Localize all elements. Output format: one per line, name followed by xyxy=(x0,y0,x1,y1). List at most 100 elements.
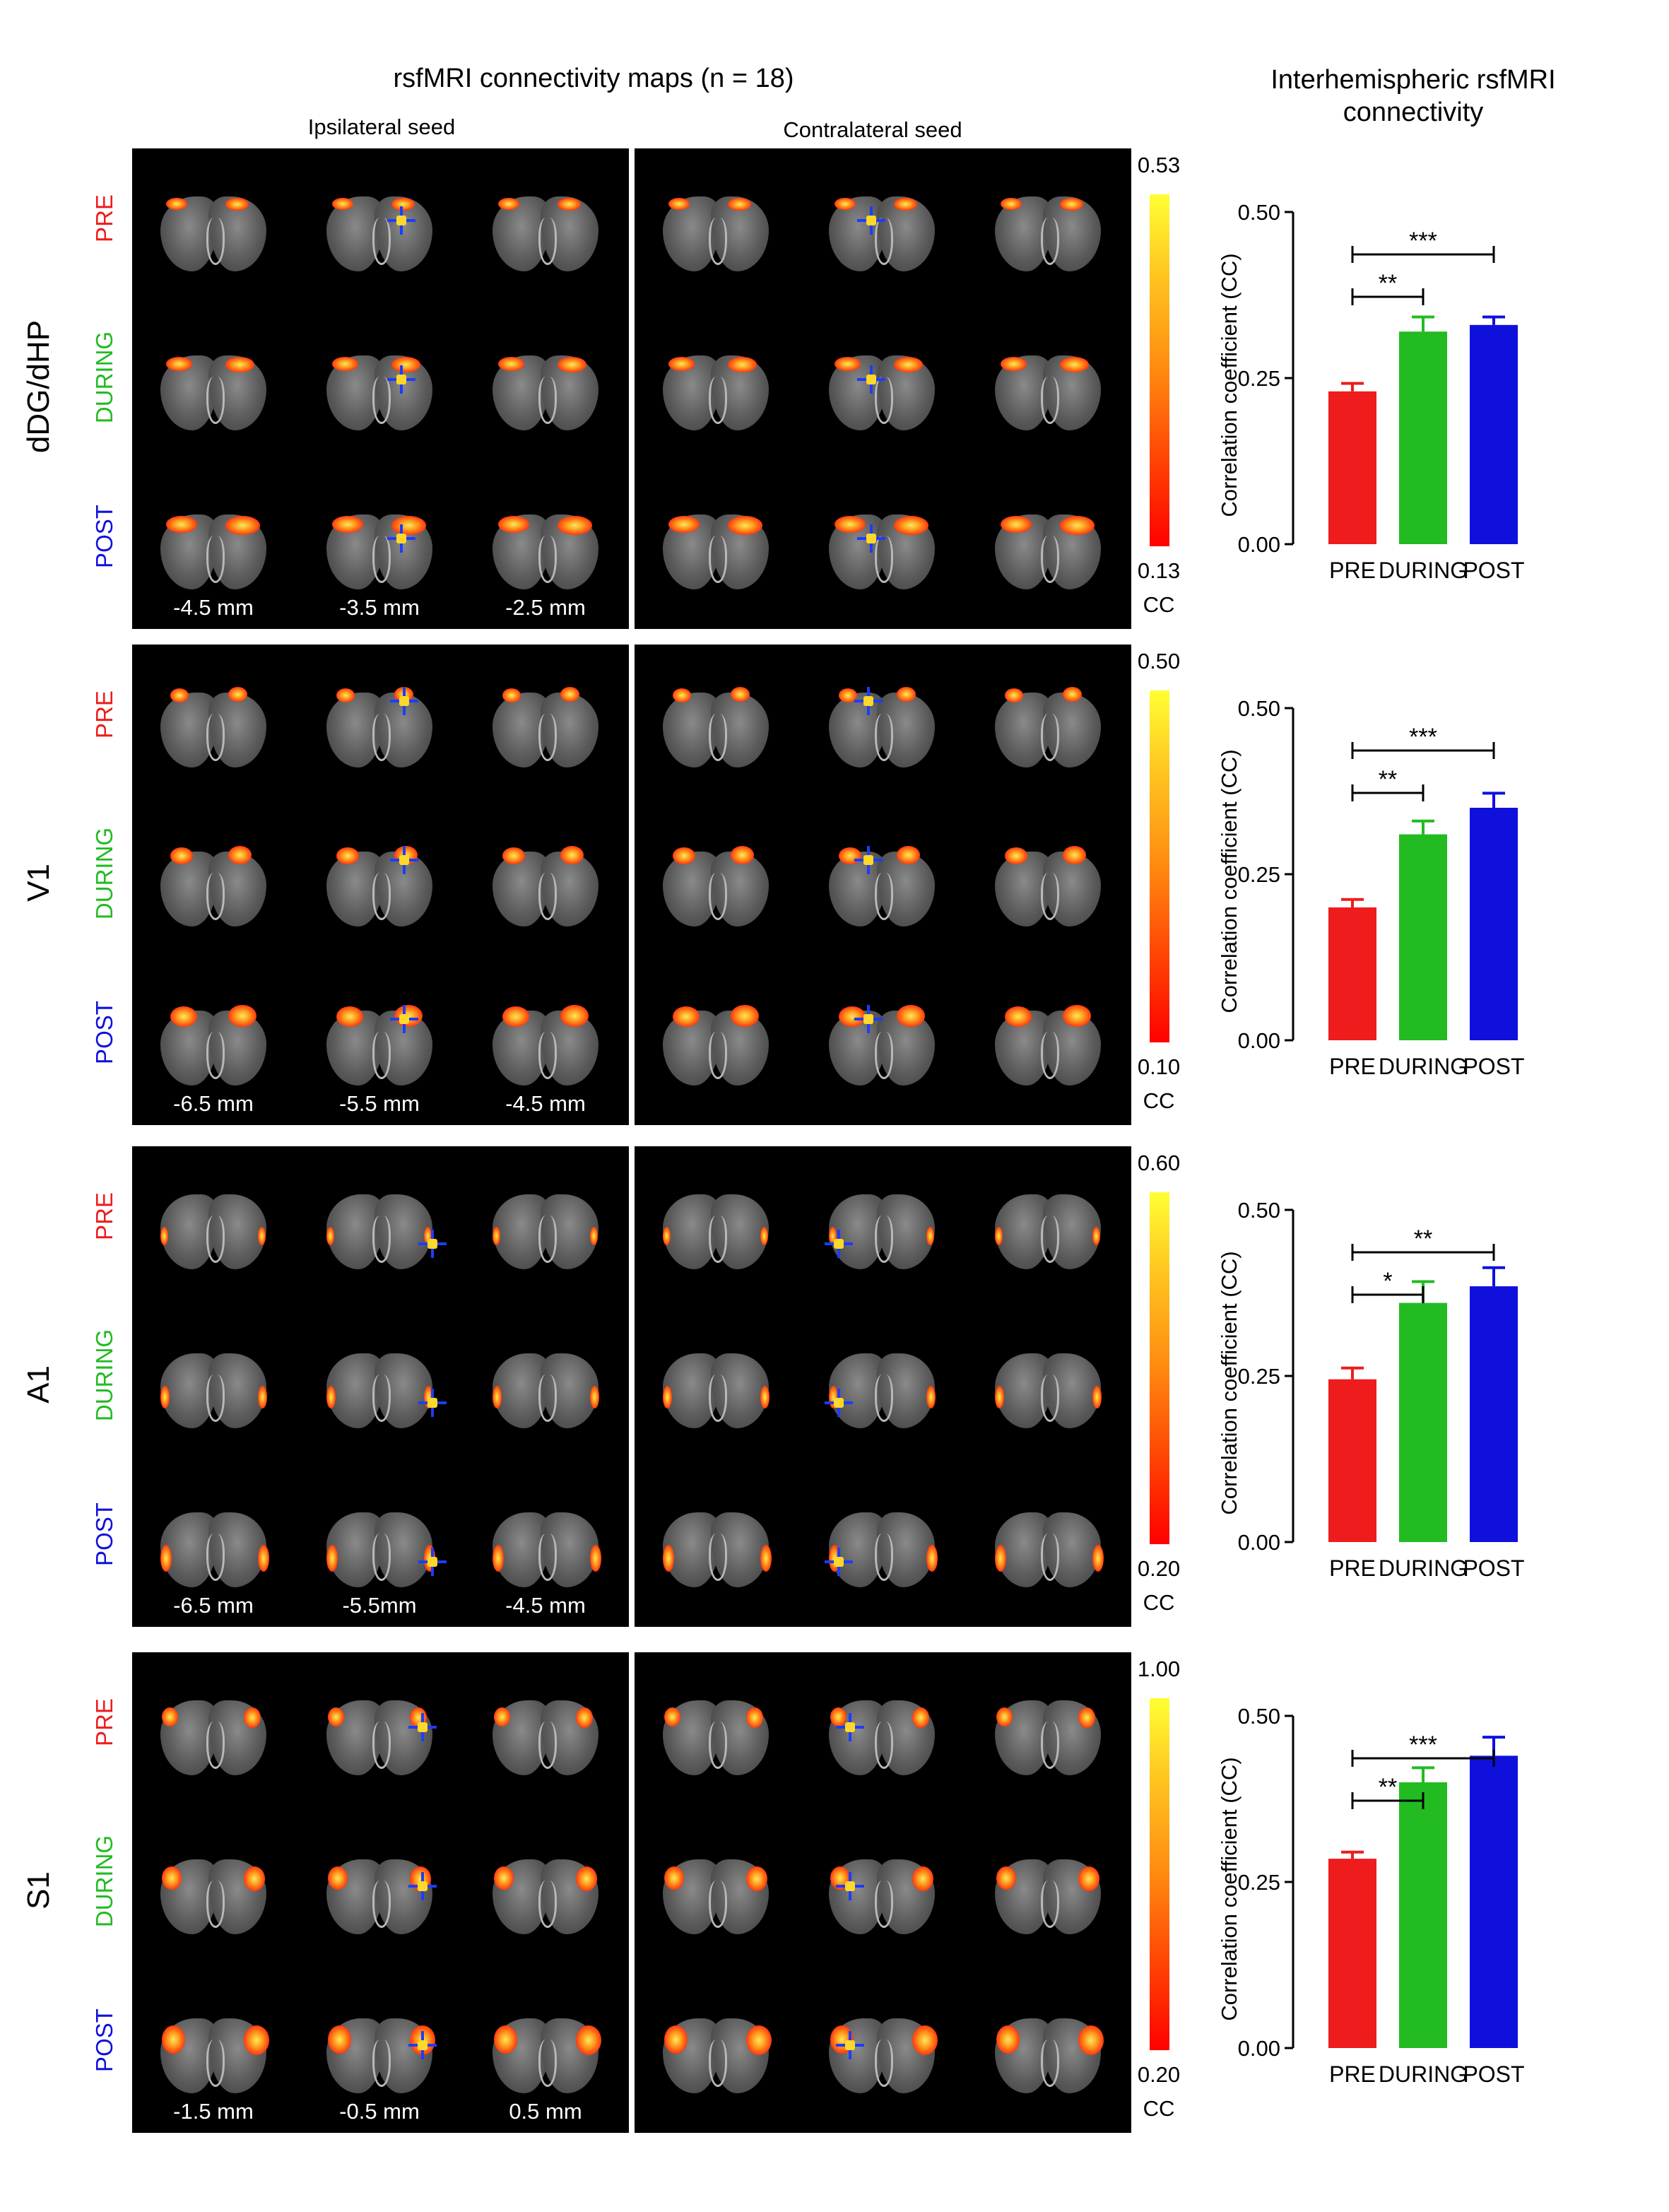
ventricle xyxy=(709,377,727,424)
ventricle xyxy=(538,873,557,920)
ventricle xyxy=(875,1216,893,1263)
seed-crosshair-icon xyxy=(836,1872,864,1900)
brain-slice xyxy=(326,1005,432,1090)
connectivity-blob xyxy=(830,1707,847,1726)
brain-slice xyxy=(995,687,1101,772)
connectivity-blob xyxy=(170,847,193,864)
seed-crosshair-icon xyxy=(390,1005,418,1033)
connectivity-blob xyxy=(1060,198,1083,211)
brain-slice xyxy=(995,1005,1101,1090)
connectivity-blob xyxy=(560,846,584,864)
colorbar-min-label: 0.13 xyxy=(1137,558,1181,583)
y-tick-label: 0.00 xyxy=(1238,532,1280,557)
ventricle xyxy=(372,1375,391,1422)
bar-pre xyxy=(1328,1379,1376,1542)
connectivity-blob xyxy=(326,1386,336,1408)
connectivity-blob xyxy=(728,198,751,211)
connectivity-blob xyxy=(590,1386,599,1408)
brain-slice xyxy=(825,1348,936,1432)
ventricle xyxy=(875,1534,893,1581)
ventricle xyxy=(709,218,727,265)
ventricle xyxy=(538,1032,557,1079)
connectivity-blob xyxy=(760,1545,772,1572)
connectivity-blob xyxy=(332,516,363,533)
seed-marker xyxy=(834,1239,844,1249)
contralateral-panel-0 xyxy=(635,148,1131,629)
connectivity-blob xyxy=(834,198,856,210)
ventricle xyxy=(372,1216,391,1263)
seed-marker xyxy=(427,1557,437,1567)
brain-slice xyxy=(663,1189,769,1273)
bar-pre xyxy=(1328,1859,1376,2048)
seed-crosshair-icon xyxy=(390,846,418,874)
ventricle xyxy=(206,1216,225,1263)
ventricle xyxy=(206,1881,225,1928)
ventricle xyxy=(709,1375,727,1422)
connectivity-blob xyxy=(502,688,521,702)
region-label: A1 xyxy=(21,1365,56,1404)
connectivity-blob xyxy=(558,357,586,372)
brain-slice xyxy=(829,1005,935,1090)
ventricle xyxy=(1041,1881,1059,1928)
ventricle xyxy=(538,1881,557,1928)
seed-crosshair-icon xyxy=(825,1548,853,1576)
brain-slice xyxy=(160,1348,267,1432)
slice-position-label: -5.5 mm xyxy=(339,1091,420,1116)
region-label: S1 xyxy=(21,1871,56,1910)
connectivity-blob xyxy=(244,1866,265,1891)
seed-marker xyxy=(399,1014,409,1024)
connectivity-blob xyxy=(995,1386,1004,1408)
connectivity-blob xyxy=(995,1227,1003,1245)
y-tick-label: 0.50 xyxy=(1238,1198,1280,1223)
ventricle xyxy=(709,1722,727,1769)
x-category-label: POST xyxy=(1463,558,1524,583)
bar-post xyxy=(1470,1286,1518,1542)
x-category-label: PRE xyxy=(1329,2061,1376,2087)
brain-slice xyxy=(995,350,1101,435)
condition-label-post: POST xyxy=(91,505,117,568)
connectivity-blob xyxy=(391,357,420,372)
colorbar xyxy=(1150,1192,1169,1544)
brain-slice xyxy=(326,350,432,435)
connectivity-blob xyxy=(244,1707,261,1728)
brain-slice xyxy=(493,1695,598,1779)
connectivity-blob xyxy=(493,1545,504,1572)
ventricle xyxy=(372,873,391,920)
connectivity-blob xyxy=(170,688,189,702)
connectivity-blob xyxy=(926,1545,938,1572)
seed-crosshair-icon xyxy=(857,365,885,394)
slice-position-label: -6.5 mm xyxy=(173,1593,254,1618)
ventricle xyxy=(538,1534,557,1581)
ventricle xyxy=(206,2040,225,2087)
seed-crosshair-icon xyxy=(390,687,418,715)
slice-position-label: -4.5 mm xyxy=(505,1091,586,1116)
ventricle xyxy=(206,377,225,424)
contralateral-panel-3 xyxy=(635,1652,1131,2133)
brain-slice xyxy=(663,1348,769,1432)
ventricle xyxy=(875,1032,893,1079)
ventricle xyxy=(206,1534,225,1581)
ventricle xyxy=(875,1881,893,1928)
y-tick-label: 0.25 xyxy=(1238,1870,1280,1895)
y-tick-label: 0.00 xyxy=(1238,2036,1280,2061)
ventricle xyxy=(709,1881,727,1928)
bars-title: Interhemispheric rsfMRI connectivity xyxy=(1215,64,1611,129)
seed-crosshair-icon xyxy=(418,1548,447,1576)
colorbar-max-label: 0.53 xyxy=(1137,153,1181,177)
connectivity-blob xyxy=(668,198,690,210)
ventricle xyxy=(372,1881,391,1928)
connectivity-blob xyxy=(728,516,762,535)
brain-slice xyxy=(326,1507,447,1592)
connectivity-blob xyxy=(558,198,581,211)
connectivity-blob xyxy=(258,1227,266,1245)
connectivity-blob xyxy=(225,516,260,535)
ventricle xyxy=(875,218,893,265)
connectivity-blob xyxy=(560,1005,589,1027)
seed-crosshair-icon xyxy=(408,1713,437,1741)
connectivity-blob xyxy=(170,1006,197,1027)
seed-crosshair-icon xyxy=(825,1389,853,1417)
seed-crosshair-icon xyxy=(387,365,415,394)
significance-stars: ** xyxy=(1379,1774,1397,1801)
connectivity-blob xyxy=(731,687,750,702)
bar-during xyxy=(1399,1302,1447,1542)
